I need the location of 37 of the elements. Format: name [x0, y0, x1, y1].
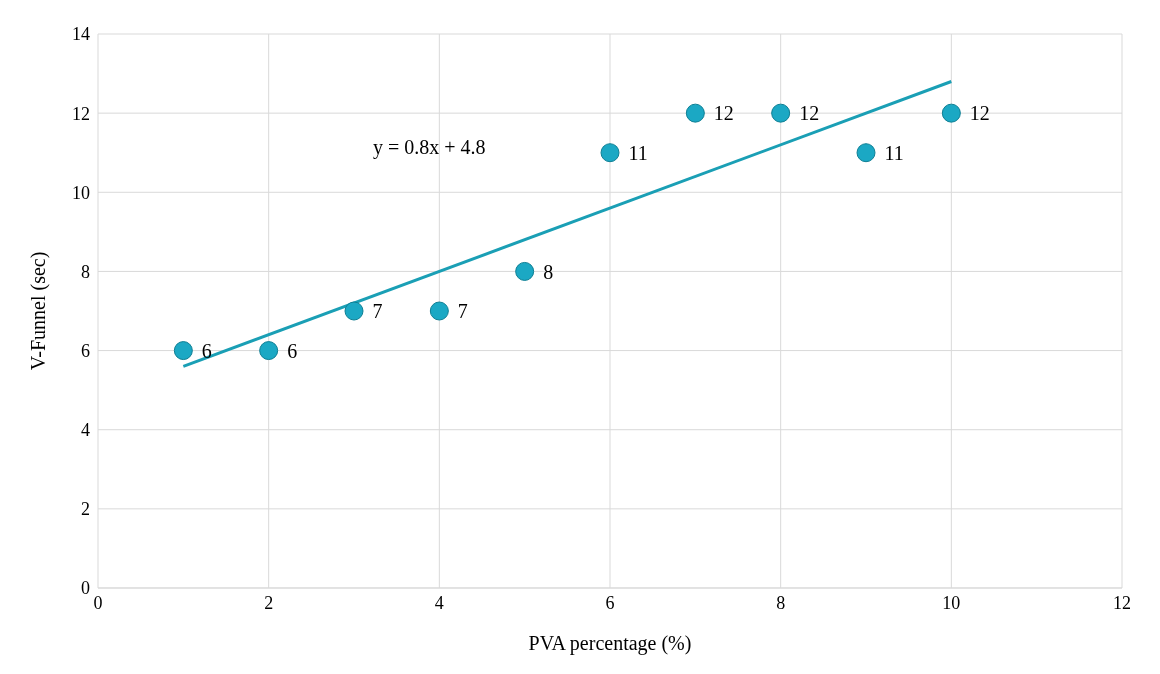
point: [600, 143, 620, 163]
y-tick-label: 8: [81, 261, 90, 282]
point: [941, 103, 961, 123]
data-label: 8: [543, 260, 554, 283]
point: [515, 261, 535, 281]
y-tick-label: 0: [81, 578, 90, 599]
y-axis-title: V-Funnel (sec): [27, 251, 51, 371]
data-label: 6: [201, 339, 212, 362]
x-tick-label: 2: [264, 592, 274, 613]
point: [856, 143, 876, 163]
y-tick-label: 10: [72, 182, 90, 203]
point: [685, 103, 705, 123]
point: [429, 301, 449, 321]
data-label: 11: [628, 141, 648, 164]
y-tick-label: 2: [81, 499, 90, 520]
point: [344, 301, 364, 321]
y-tick-label: 4: [81, 420, 90, 441]
data-label: 7: [372, 300, 383, 323]
point: [173, 341, 193, 361]
data-label: 11: [884, 141, 904, 164]
x-tick-label: 8: [776, 592, 786, 613]
point: [771, 103, 791, 123]
y-tick-label: 6: [81, 340, 90, 361]
y-tick-label: 12: [72, 103, 90, 124]
x-tick-label: 4: [434, 592, 444, 613]
annotation: y = 0.8x + 4.8: [373, 136, 486, 159]
data-label: 12: [799, 102, 820, 125]
y-tick-label: 14: [72, 24, 90, 45]
point: [259, 341, 279, 361]
x-tick-label: 10: [942, 592, 961, 613]
x-axis-title: PVA percentage (%): [528, 632, 692, 655]
x-tick-label: 12: [1113, 592, 1131, 613]
data-label: 7: [457, 300, 468, 323]
data-label: 6: [287, 339, 298, 362]
data-label: 12: [713, 102, 734, 125]
data-label: 12: [969, 102, 990, 125]
x-tick-label: 6: [605, 592, 615, 613]
